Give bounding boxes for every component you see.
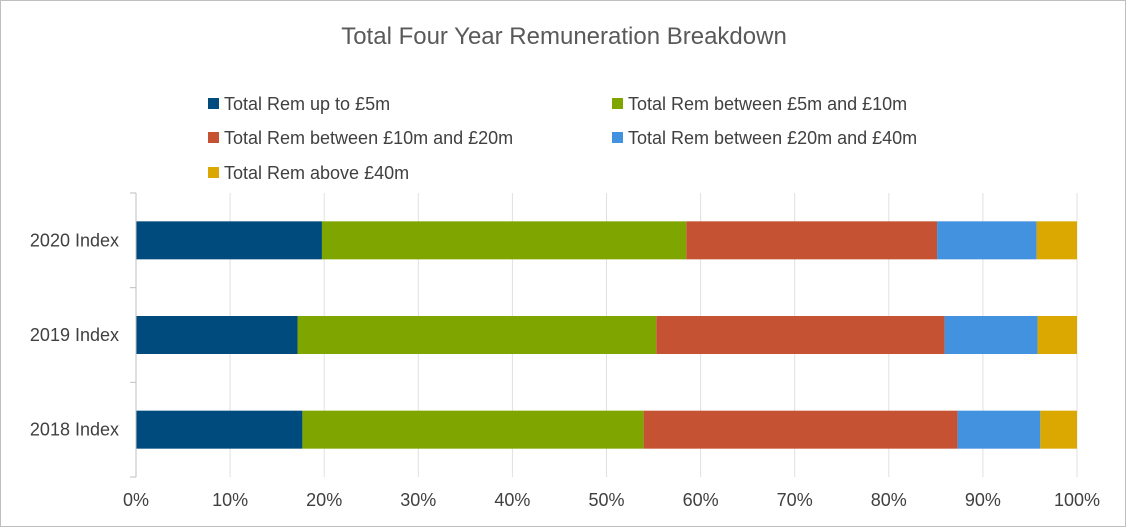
bar-segment-2018-index-total-rem-up-to-5m — [136, 410, 303, 449]
category-label: 2018 Index — [30, 420, 119, 440]
legend-label: Total Rem between £10m and £20m — [224, 128, 513, 148]
x-tick-label: 20% — [306, 490, 342, 510]
legend-swatch — [612, 98, 623, 109]
x-tick-label: 70% — [777, 490, 813, 510]
category-label: 2020 Index — [30, 230, 119, 250]
x-tick-label: 0% — [123, 490, 149, 510]
legend-label: Total Rem between £5m and £10m — [628, 94, 907, 114]
category-label: 2019 Index — [30, 325, 119, 345]
bar-segment-2020-index-total-rem-between-5m-and-10m — [321, 221, 687, 260]
x-tick-label: 30% — [400, 490, 436, 510]
bar-segment-2019-index-total-rem-up-to-5m — [136, 316, 298, 354]
x-tick-label: 100% — [1054, 490, 1100, 510]
bar-segment-2018-index-total-rem-between-20m-and-40m — [957, 410, 1041, 449]
legend-swatch — [208, 98, 219, 109]
bar-segment-2019-index-total-rem-above-40m — [1037, 316, 1077, 354]
legend-label: Total Rem above £40m — [224, 163, 409, 183]
legend-swatch — [208, 167, 219, 178]
bar-segment-2020-index-total-rem-between-10m-and-20m — [686, 221, 938, 260]
x-tick-label: 80% — [871, 490, 907, 510]
legend-item-total-rem-between-5m-and-10m: Total Rem between £5m and £10m — [612, 94, 907, 114]
bar-segment-2020-index-total-rem-up-to-5m — [136, 221, 322, 260]
y-axis: 2020 Index 2019 Index 2018 Index — [30, 192, 137, 478]
legend-swatch — [208, 132, 219, 143]
legend-item-total-rem-up-to-5m: Total Rem up to £5m — [208, 94, 390, 114]
bar-segment-2018-index-total-rem-between-10m-and-20m — [643, 410, 958, 449]
legend-item-total-rem-between-20m-and-40m: Total Rem between £20m and £40m — [612, 128, 917, 148]
x-tick-label: 10% — [212, 490, 248, 510]
legend-item-total-rem-above-40m: Total Rem above £40m — [208, 163, 409, 183]
legend-label: Total Rem up to £5m — [224, 94, 390, 114]
legend-swatch — [612, 132, 623, 143]
bar-segment-2018-index-total-rem-above-40m — [1040, 410, 1077, 449]
bar-segment-2020-index-total-rem-above-40m — [1036, 221, 1077, 260]
legend-item-total-rem-between-10m-and-20m: Total Rem between £10m and £20m — [208, 128, 513, 148]
legend-label: Total Rem between £20m and £40m — [628, 128, 917, 148]
bar-segment-2020-index-total-rem-between-20m-and-40m — [937, 221, 1037, 260]
bars — [136, 221, 1077, 449]
bar-segment-2018-index-total-rem-between-5m-and-10m — [302, 410, 644, 449]
x-axis: 0% 10% 20% 30% 40% 50% 60% 70% 80% 90% 100% — [123, 490, 1100, 510]
x-tick-label: 50% — [588, 490, 624, 510]
bar-segment-2019-index-total-rem-between-5m-and-10m — [297, 316, 657, 354]
bar-segment-2019-index-total-rem-between-10m-and-20m — [656, 316, 945, 354]
chart-title: Total Four Year Remuneration Breakdown — [341, 23, 787, 50]
x-tick-label: 40% — [494, 490, 530, 510]
bar-segment-2019-index-total-rem-between-20m-and-40m — [944, 316, 1038, 354]
x-tick-label: 60% — [683, 490, 719, 510]
legend: Total Rem up to £5m Total Rem between £5m… — [208, 94, 917, 183]
x-tick-label: 90% — [965, 490, 1001, 510]
